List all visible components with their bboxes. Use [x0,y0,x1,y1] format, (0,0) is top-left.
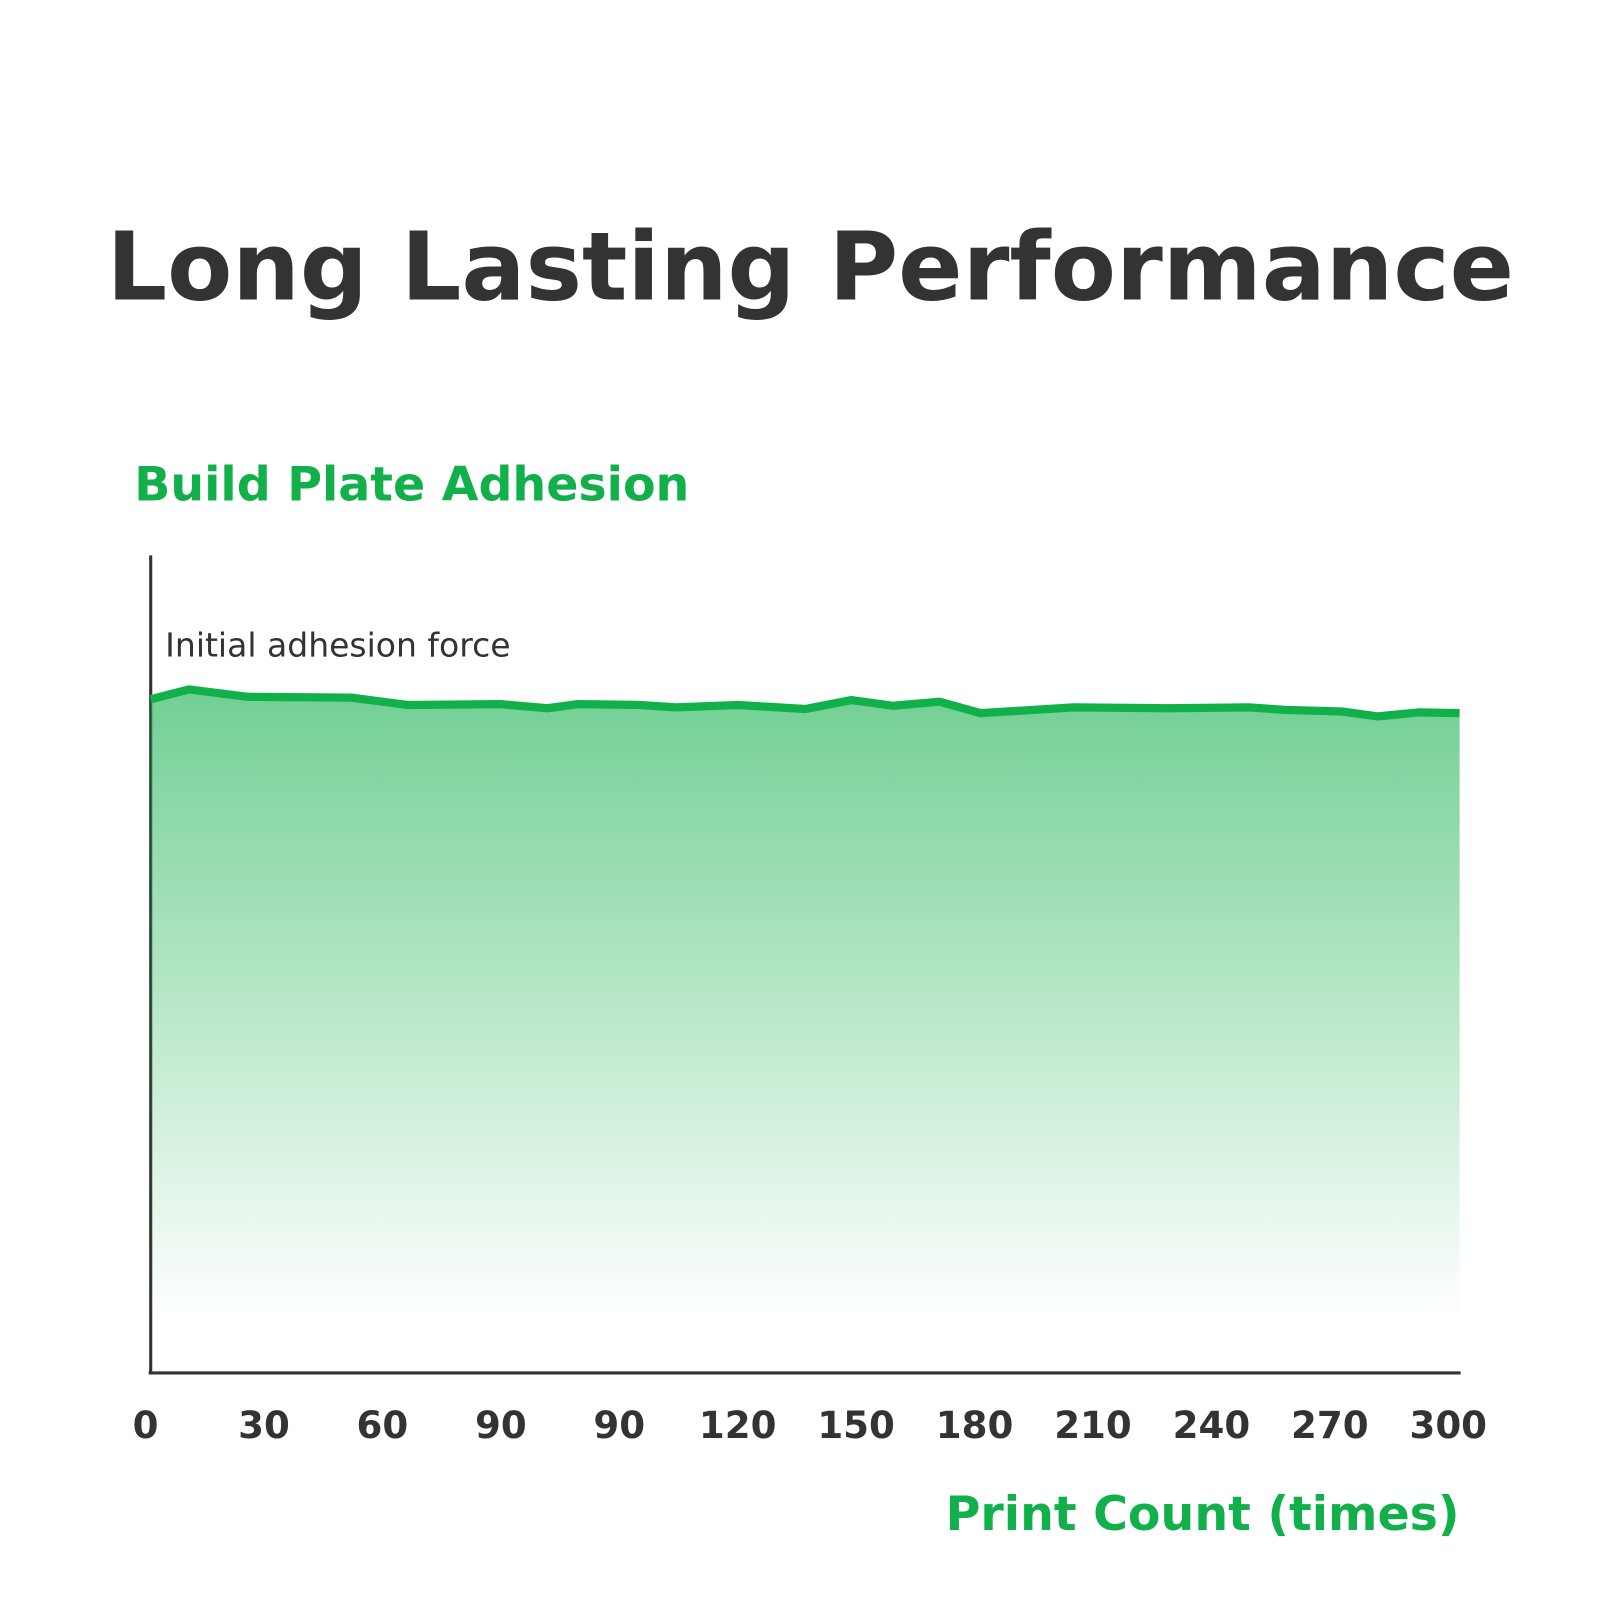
line [149,685,1460,721]
x-tick-label: 150 [817,1404,895,1447]
x-tick-label: 90 [475,1404,527,1447]
area [150,689,1460,1373]
x-tick-label: 0 [133,1404,159,1447]
x-tick-label: 30 [238,1404,290,1447]
x-tick-label: 270 [1291,1404,1369,1447]
x-tick-label: 300 [1409,1404,1487,1447]
x-axis-label: Print Count (times) [946,1487,1460,1542]
subtitle: Build Plate Adhesion [134,458,689,513]
x-tick-label: 210 [1054,1404,1132,1447]
x-tick-label: 240 [1173,1404,1251,1447]
x-tick-label: 60 [357,1404,409,1447]
chart-title: Long Lasting Performance [107,212,1515,322]
x-tick-label: 90 [593,1404,645,1447]
x-tick-label: 120 [699,1404,777,1447]
annotation: Initial adhesion force [165,626,510,665]
x-tick-label: 180 [936,1404,1014,1447]
